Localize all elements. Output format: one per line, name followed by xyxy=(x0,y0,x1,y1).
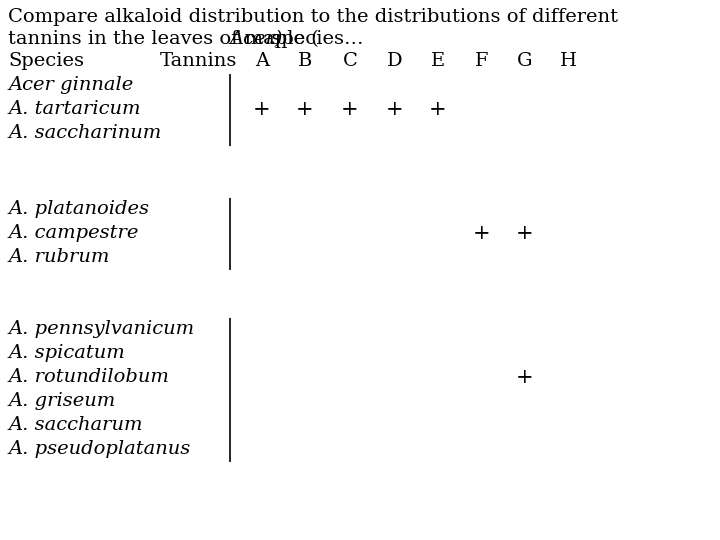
Text: F: F xyxy=(475,52,489,70)
Text: B: B xyxy=(298,52,312,70)
Text: A. rubrum: A. rubrum xyxy=(8,248,109,266)
Text: +: + xyxy=(516,368,534,387)
Text: +: + xyxy=(253,100,271,119)
Text: A. tartaricum: A. tartaricum xyxy=(8,100,140,118)
Text: A. griseum: A. griseum xyxy=(8,392,115,410)
Text: Tannins: Tannins xyxy=(160,52,238,70)
Text: D: D xyxy=(387,52,402,70)
Text: A. spicatum: A. spicatum xyxy=(8,344,125,362)
Text: species…: species… xyxy=(265,30,363,48)
Text: A. saccharinum: A. saccharinum xyxy=(8,124,161,142)
Text: A. pennsylvanicum: A. pennsylvanicum xyxy=(8,320,194,338)
Text: +: + xyxy=(516,224,534,243)
Text: tannins in the leaves of maple (: tannins in the leaves of maple ( xyxy=(8,30,319,48)
Text: C: C xyxy=(343,52,357,70)
Text: A. pseudoplatanus: A. pseudoplatanus xyxy=(8,440,190,458)
Text: +: + xyxy=(386,100,404,119)
Text: E: E xyxy=(431,52,445,70)
Text: Acer): Acer) xyxy=(230,30,283,48)
Text: A: A xyxy=(255,52,269,70)
Text: A. rotundilobum: A. rotundilobum xyxy=(8,368,169,386)
Text: H: H xyxy=(559,52,577,70)
Text: A. campestre: A. campestre xyxy=(8,224,138,242)
Text: Acer ginnale: Acer ginnale xyxy=(8,76,133,94)
Text: +: + xyxy=(429,100,447,119)
Text: A. saccharum: A. saccharum xyxy=(8,416,143,434)
Text: +: + xyxy=(341,100,359,119)
Text: +: + xyxy=(473,224,491,243)
Text: A. platanoides: A. platanoides xyxy=(8,200,149,218)
Text: G: G xyxy=(517,52,533,70)
Text: +: + xyxy=(296,100,314,119)
Text: Compare alkaloid distribution to the distributions of different: Compare alkaloid distribution to the dis… xyxy=(8,8,618,26)
Text: Species: Species xyxy=(8,52,84,70)
